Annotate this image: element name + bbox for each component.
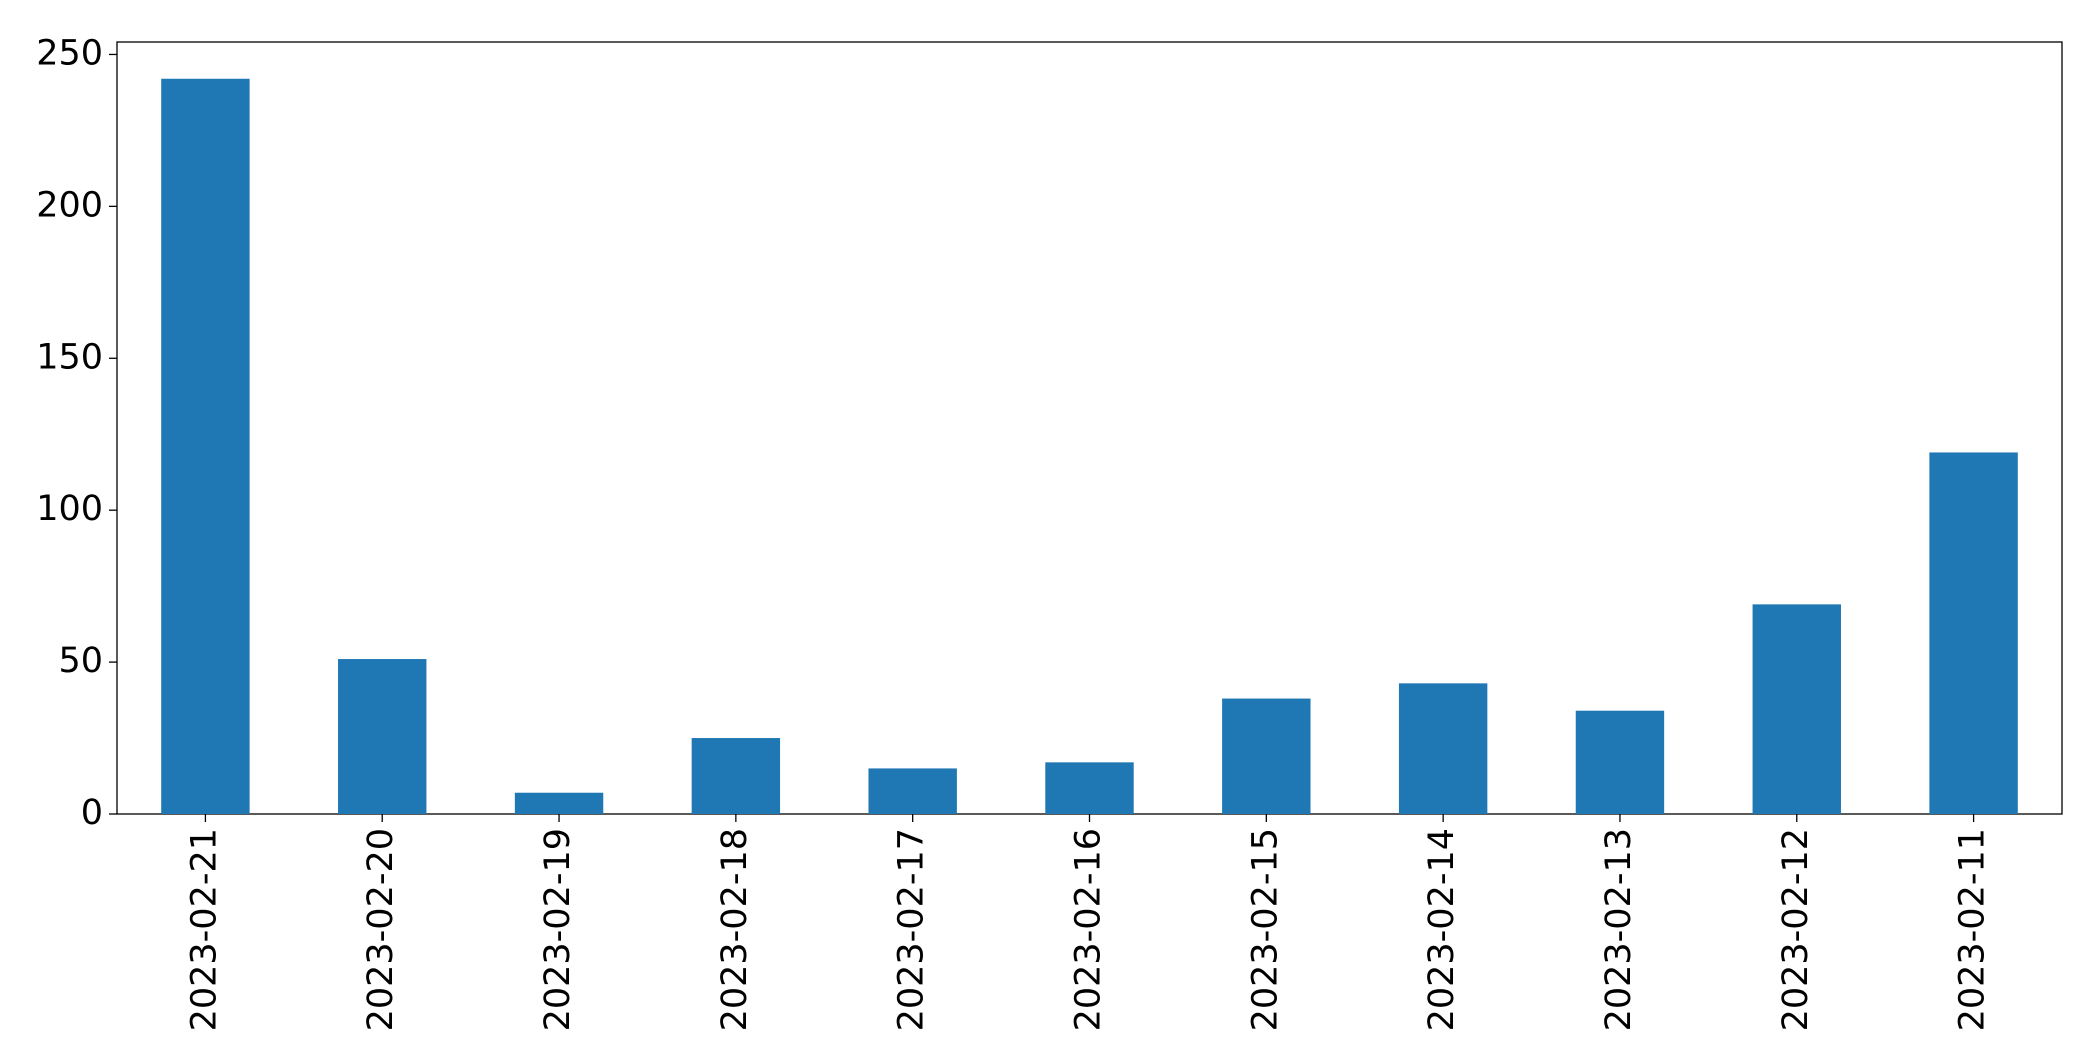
x-tick-label: 2023-02-20 [361, 828, 401, 1031]
y-tick-label: 100 [36, 489, 103, 529]
bar [338, 659, 427, 814]
y-tick-label: 0 [81, 793, 103, 833]
y-tick-label: 50 [58, 641, 103, 681]
bar [1929, 452, 2018, 814]
y-tick-label: 200 [36, 185, 103, 225]
bar [1398, 683, 1488, 814]
x-tick-label: 2023-02-18 [715, 828, 755, 1031]
bar [1575, 710, 1665, 814]
bar [691, 738, 781, 814]
bar [1222, 698, 1311, 814]
bar [161, 78, 250, 814]
x-tick-label: 2023-02-17 [892, 828, 932, 1031]
bar [514, 792, 604, 814]
y-tick-label: 250 [36, 33, 103, 73]
x-tick-label: 2023-02-13 [1599, 828, 1639, 1031]
x-tick-label: 2023-02-16 [1069, 828, 1109, 1031]
x-tick-label: 2023-02-19 [538, 828, 578, 1031]
bar [868, 768, 957, 814]
bar [1045, 762, 1134, 814]
x-tick-label: 2023-02-11 [1953, 828, 1993, 1031]
x-tick-label: 2023-02-12 [1776, 828, 1816, 1031]
x-tick-label: 2023-02-21 [184, 828, 224, 1031]
bar [1752, 604, 1841, 814]
x-tick-label: 2023-02-14 [1422, 828, 1462, 1031]
x-tick-label: 2023-02-15 [1245, 828, 1285, 1031]
y-tick-label: 150 [36, 337, 103, 377]
